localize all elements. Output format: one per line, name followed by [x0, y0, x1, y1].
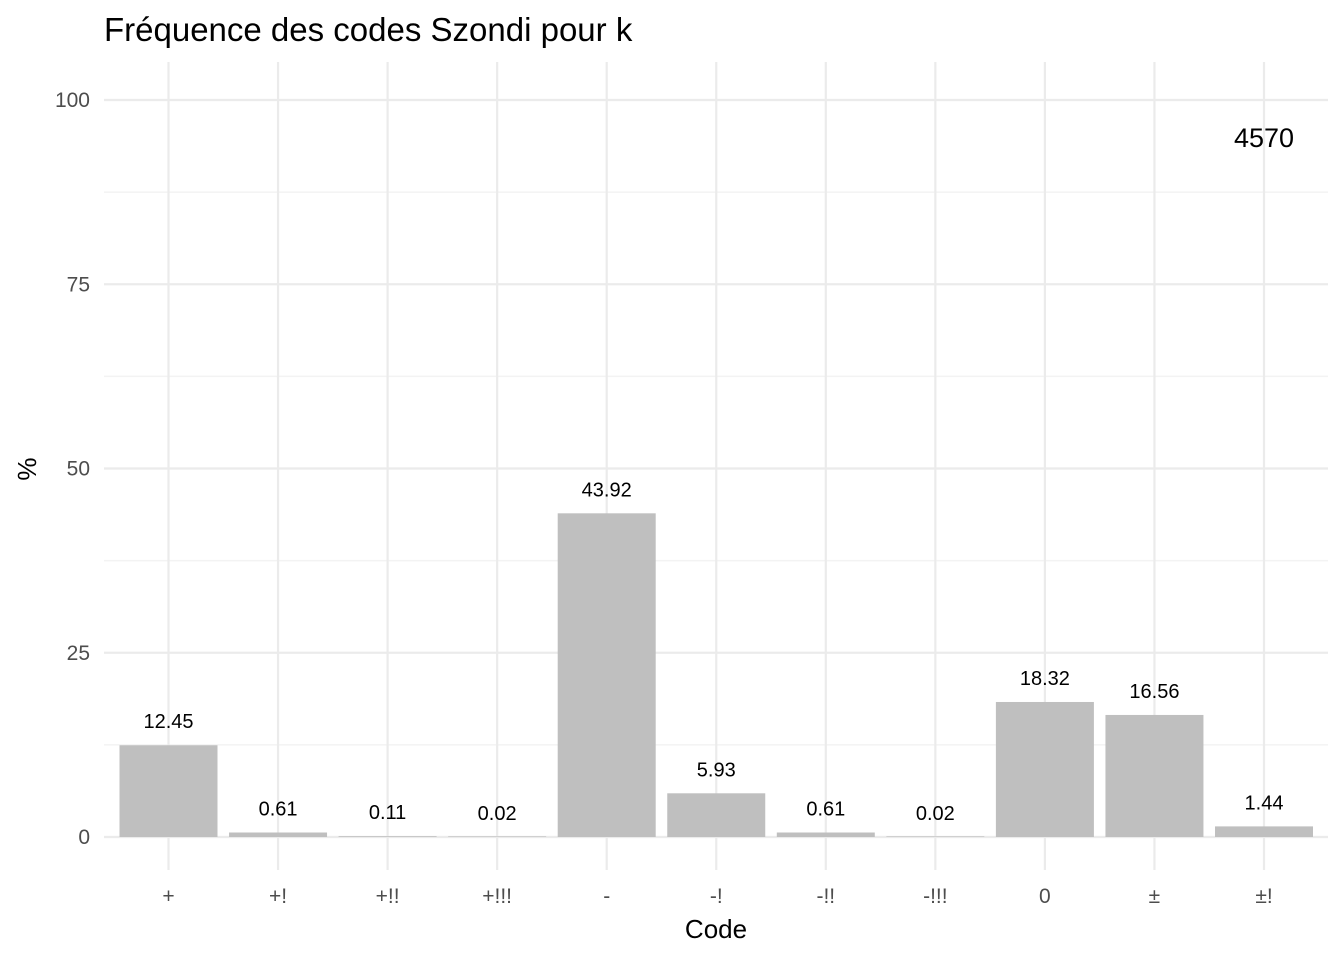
- x-tick-label: ±: [1149, 885, 1161, 908]
- data-label: 18.32: [1020, 668, 1070, 690]
- y-axis-title: %: [12, 457, 42, 480]
- chart-title: Fréquence des codes Szondi pour k: [104, 11, 633, 48]
- x-tick-label: -!: [710, 885, 723, 908]
- x-tick-label: +!!!: [482, 885, 512, 908]
- y-tick-label: 100: [55, 89, 90, 112]
- y-tick-label: 50: [67, 458, 90, 481]
- data-label: 16.56: [1129, 681, 1179, 703]
- x-tick-label: -!!!: [923, 885, 948, 908]
- x-axis-title: Code: [685, 914, 747, 944]
- x-tick-label: +: [162, 885, 174, 908]
- data-label: 5.93: [697, 759, 736, 781]
- bar: [667, 793, 766, 837]
- x-tick-label: 0: [1039, 885, 1051, 908]
- bars: [119, 513, 1313, 837]
- bar: [776, 832, 875, 837]
- bar: [995, 701, 1094, 837]
- bar: [448, 836, 547, 837]
- y-tick-label: 0: [78, 826, 90, 849]
- y-axis-ticks: 0 25 50 75 100: [55, 89, 90, 849]
- data-label: 0.02: [478, 803, 517, 825]
- data-label: 0.61: [806, 799, 845, 821]
- y-tick-label: 75: [67, 273, 90, 296]
- data-label: 0.02: [916, 803, 955, 825]
- data-label: 0.11: [369, 802, 406, 824]
- x-tick-label: +!: [269, 885, 287, 908]
- bar: [119, 745, 218, 837]
- x-tick-label: ±!: [1255, 885, 1272, 908]
- x-tick-label: +!!: [376, 885, 400, 908]
- y-tick-label: 25: [67, 642, 90, 665]
- data-label: 1.44: [1245, 792, 1284, 814]
- data-labels: 12.45 0.61 0.11 0.02 43.92 5.93 0.61 0.02 18.32 1…: [143, 479, 1283, 825]
- bar: [886, 836, 985, 837]
- total-annotation: 4570: [1234, 123, 1294, 153]
- x-tick-label: -!!: [816, 885, 835, 908]
- data-label: 43.92: [582, 479, 632, 501]
- x-tick-label: -: [603, 885, 610, 908]
- data-label: 12.45: [143, 711, 193, 733]
- x-axis-ticks: + +! +!! +!!! - -! -!! -!!! 0 ± ±!: [162, 885, 1272, 908]
- bar: [1105, 714, 1204, 837]
- bar: [229, 832, 328, 837]
- bar: [338, 836, 437, 837]
- data-label: 0.61: [259, 799, 298, 821]
- bar: [557, 513, 656, 837]
- bar: [1215, 826, 1313, 837]
